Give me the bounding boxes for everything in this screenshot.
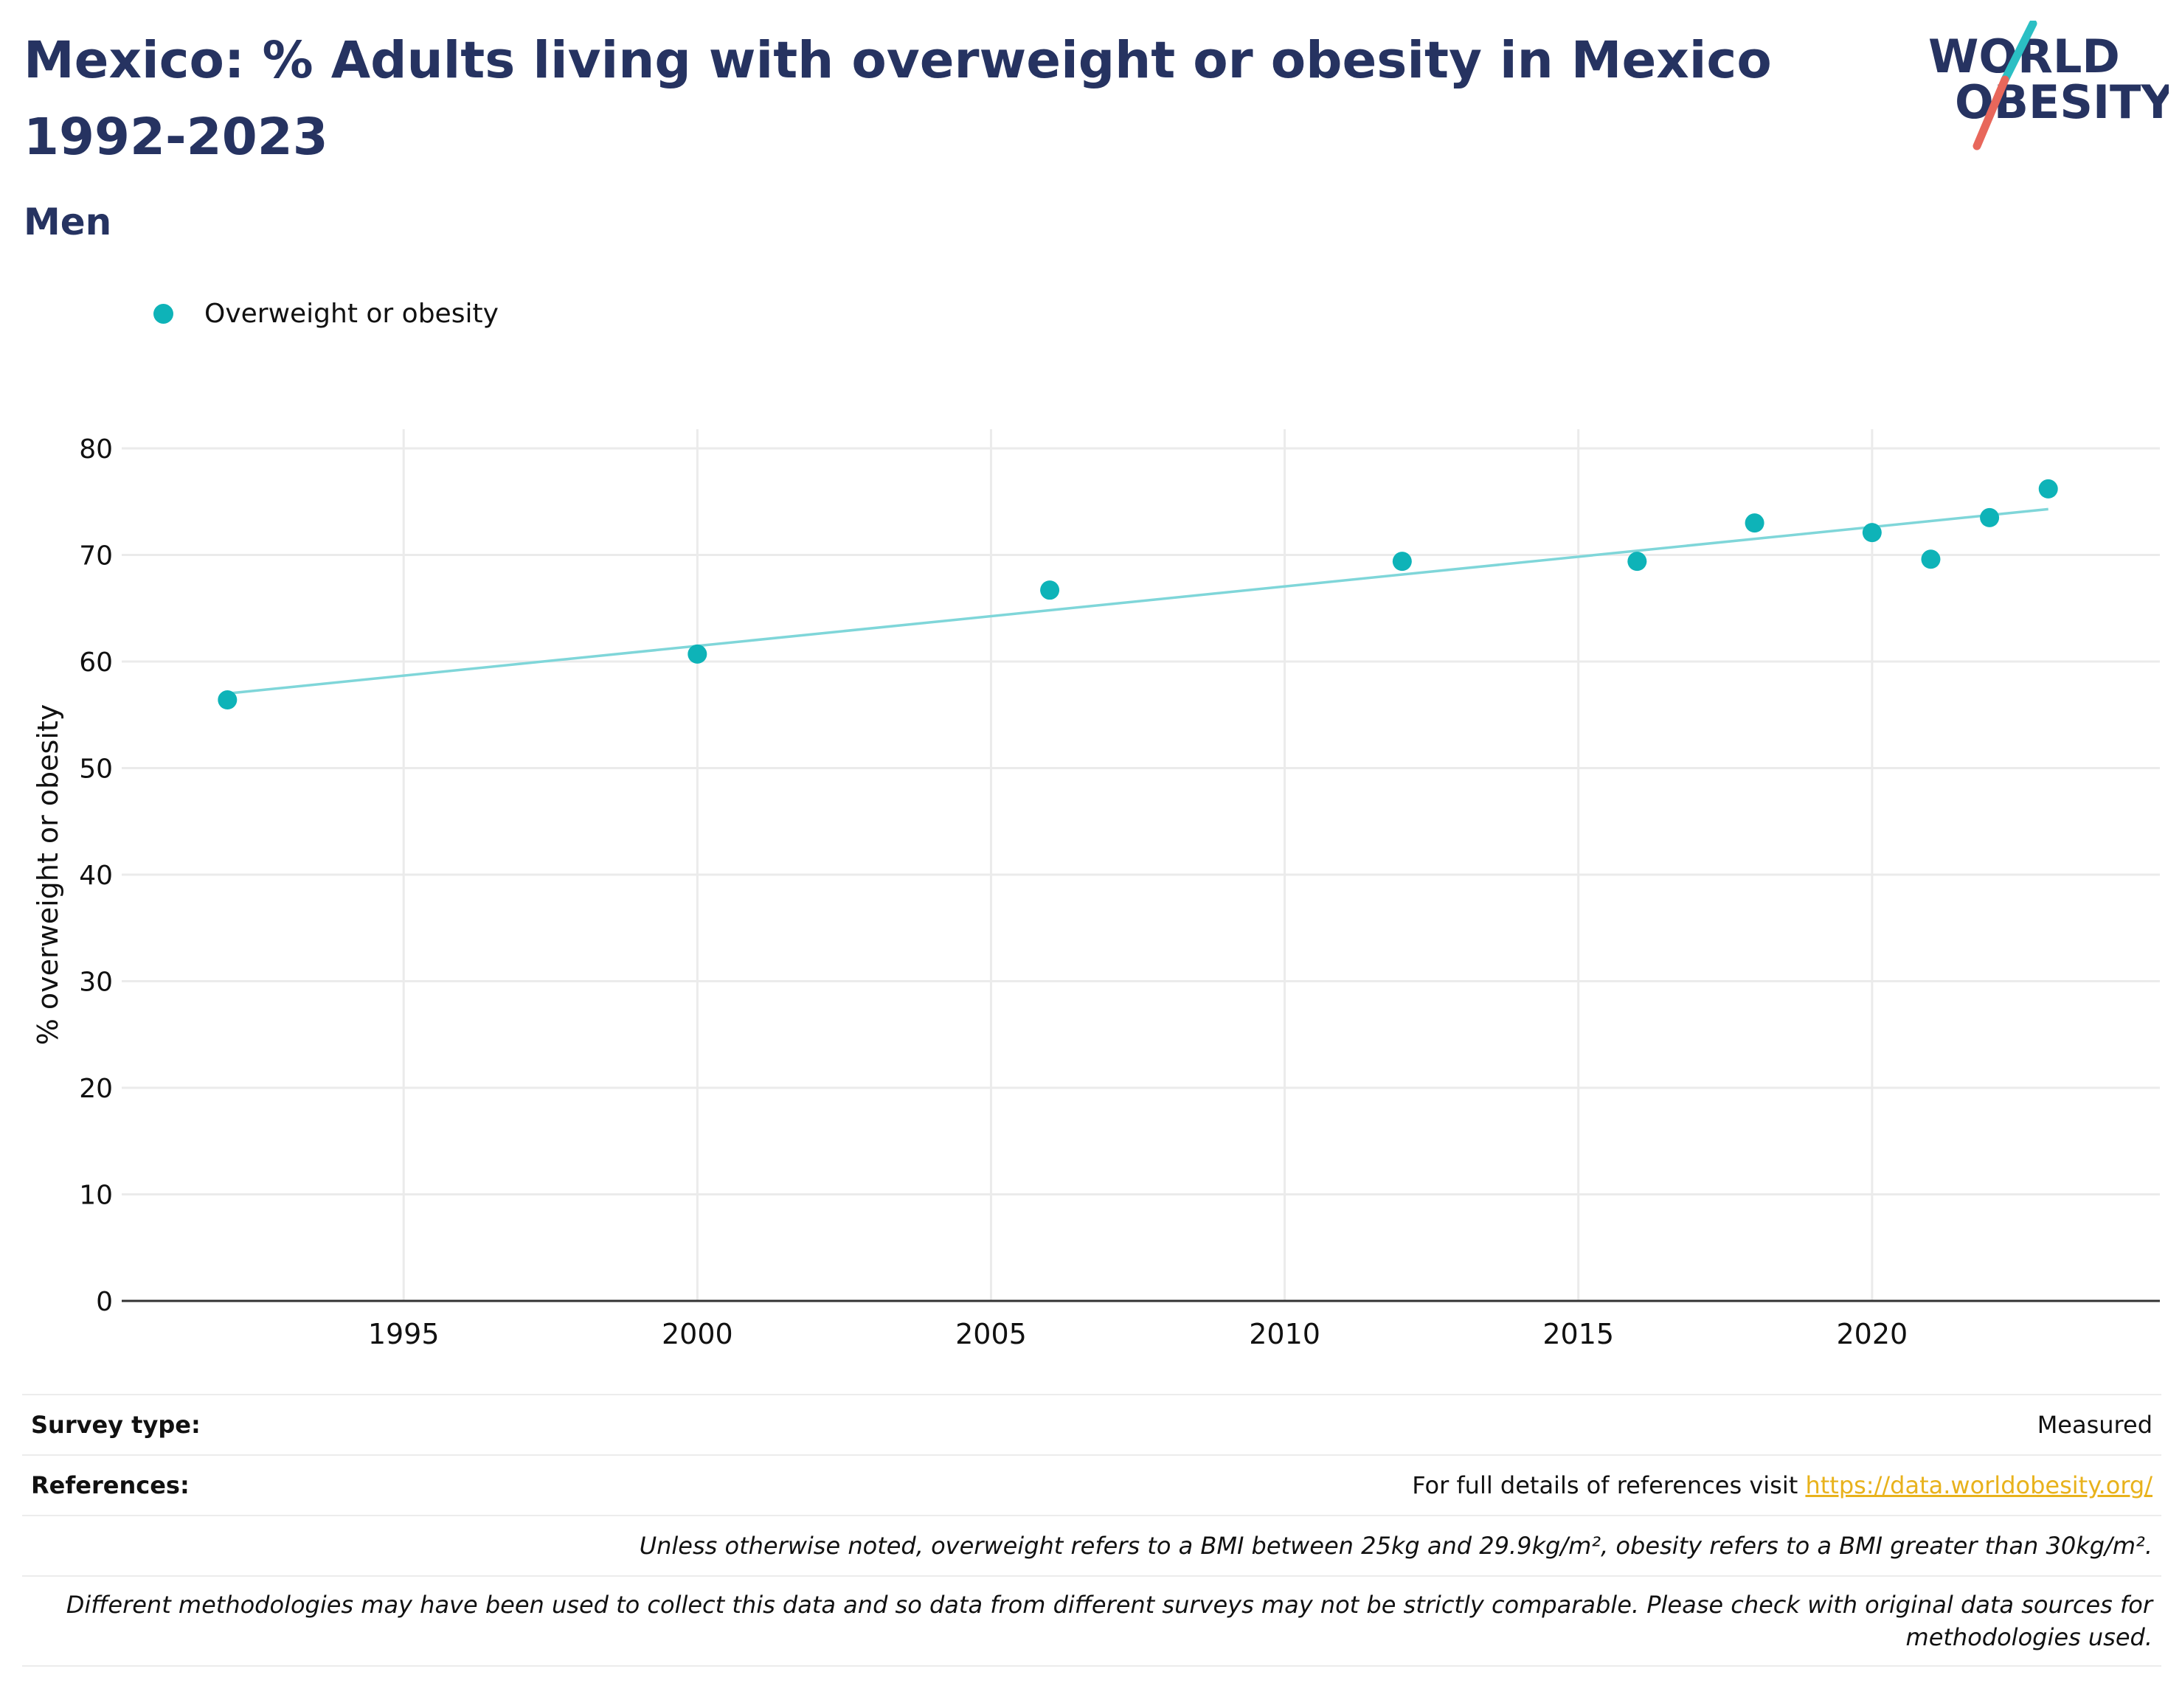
data-point — [1392, 552, 1412, 572]
legend-label: Overweight or obesity — [204, 299, 499, 329]
scatter-chart: 0 10 20 30 40 50 60 70 80 1995 2000 2005 2010 2015 202… — [32, 429, 2160, 1350]
survey-type-row: Survey type: Measured — [22, 1394, 2161, 1454]
y-tick-label: 20 — [79, 1074, 113, 1104]
y-tick-label: 0 — [96, 1287, 113, 1317]
y-tick-label: 30 — [79, 968, 113, 998]
y-tick-label: 80 — [79, 434, 113, 465]
data-point — [218, 690, 238, 710]
data-point — [1921, 549, 1941, 569]
chart-subtitle: Men — [24, 201, 112, 243]
references-link[interactable]: https://data.worldobesity.org/ — [1805, 1471, 2152, 1499]
survey-type-label: Survey type: — [31, 1411, 201, 1439]
data-point — [2038, 479, 2058, 499]
y-axis-title: % overweight or obesity — [32, 704, 64, 1046]
data-point — [1980, 507, 2000, 527]
y-tick-label: 60 — [79, 648, 113, 678]
data-point — [1745, 513, 1764, 533]
x-tick-label: 2005 — [955, 1318, 1027, 1350]
y-tick-label: 10 — [79, 1181, 113, 1211]
bmi-note: Unless otherwise noted, overweight refer… — [639, 1532, 2152, 1560]
bmi-note-row: Unless otherwise noted, overweight refer… — [22, 1515, 2161, 1575]
references-value: For full details of references visit htt… — [1412, 1471, 2152, 1499]
x-tick-label: 2000 — [662, 1318, 733, 1350]
x-tick-label: 2010 — [1249, 1318, 1320, 1350]
x-tick-label: 2015 — [1542, 1318, 1614, 1350]
logo-slash-top — [2001, 21, 2037, 84]
legend-marker — [153, 304, 173, 324]
methodology-note-row: Different methodologies may have been us… — [22, 1575, 2161, 1667]
methodology-note-line1: Different methodologies may have been us… — [66, 1591, 2152, 1619]
y-tick-label: 40 — [79, 861, 113, 891]
data-point — [687, 644, 707, 664]
data-point — [1627, 552, 1647, 572]
chart-title: Mexico: % Adults living with overweight … — [24, 31, 1772, 167]
chart-footer: Survey type: Measured References: For fu… — [22, 1394, 2161, 1667]
methodology-note-line2: methodologies used. — [1905, 1623, 2152, 1651]
trend-line — [227, 507, 2048, 695]
x-tick-label: 2020 — [1836, 1318, 1908, 1350]
data-point — [1040, 580, 1060, 600]
logo-slash-bottom — [1973, 75, 2009, 150]
methodology-note: Different methodologies may have been us… — [31, 1589, 2152, 1653]
y-tick-label: 70 — [79, 541, 113, 572]
references-row: References: For full details of referenc… — [22, 1454, 2161, 1515]
y-tick-label: 50 — [79, 754, 113, 785]
references-text: For full details of references visit — [1412, 1471, 1806, 1499]
chart-legend[interactable]: Overweight or obesity — [153, 299, 499, 329]
world-obesity-logo[interactable]: WORLD OBESITY — [1925, 21, 2169, 153]
x-tick-label: 1995 — [368, 1318, 440, 1350]
survey-type-value: Measured — [2037, 1411, 2152, 1439]
data-point — [1862, 523, 1882, 543]
references-label: References: — [31, 1471, 190, 1499]
